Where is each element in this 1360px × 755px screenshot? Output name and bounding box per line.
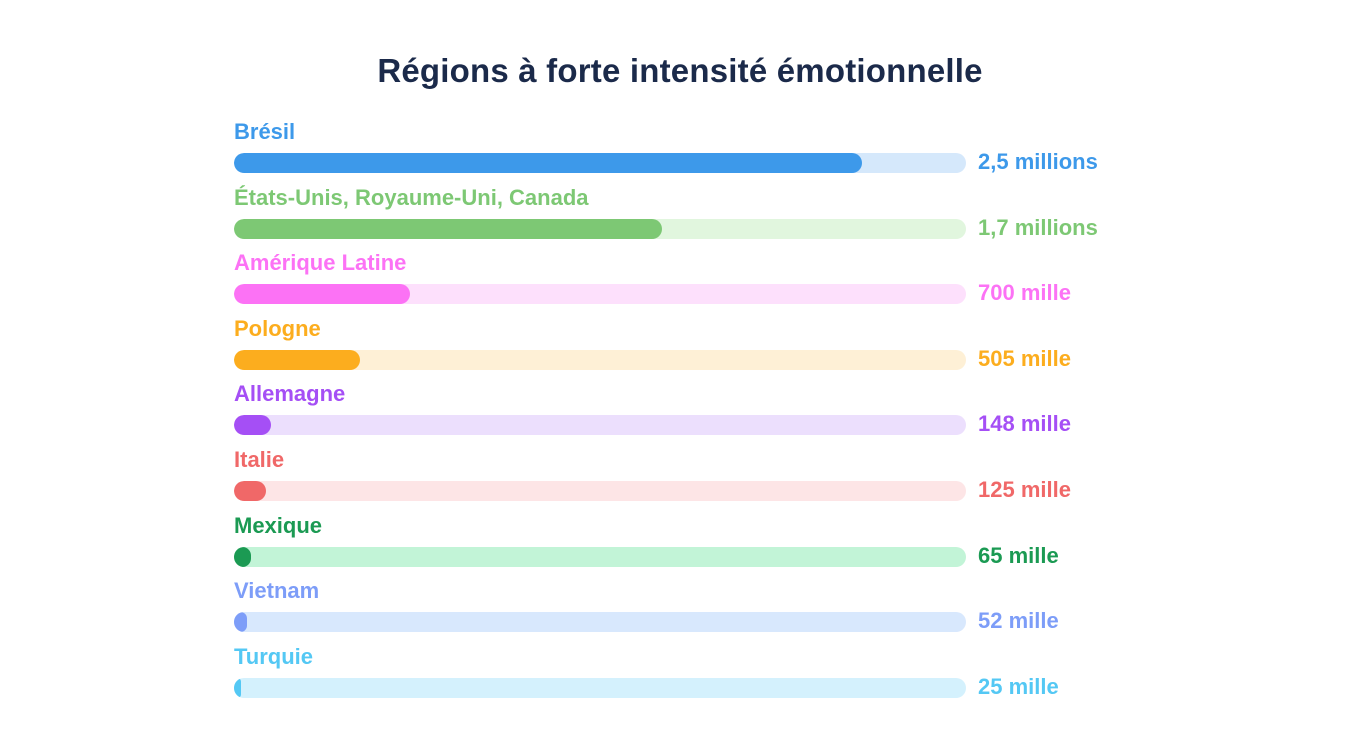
chart-title: Régions à forte intensité émotionnelle [377,52,983,89]
bar-fill [234,612,248,633]
bar-value: 1,7 millions [978,214,1098,240]
bar-fill [234,480,267,501]
bar-label: Allemagne [234,381,346,407]
bar-row-vietnam: Vietnam 52 mille [234,577,1154,643]
bar-fill [234,284,410,305]
bar-label: Turquie [234,643,314,669]
bar-label: Vietnam [234,578,320,604]
bar-track [234,153,966,173]
bar-track [234,415,966,436]
bar-row-mexique: Mexique 65 mille [234,512,1154,578]
bar-row-turquie: Turquie 25 mille [234,643,1154,709]
bar-label: Mexique [234,512,323,538]
bar-fill [234,153,863,173]
bar-row-italie: Italie 125 mille [234,446,1154,512]
bar-value: 65 mille [978,542,1059,568]
bar-fill [234,415,271,436]
bar-fill [234,677,242,698]
bar-chart: Brésil 2,5 millions États-Unis, Royaume-… [234,118,1154,708]
bar-track [234,546,966,567]
bar-row-pologne: Pologne 505 mille [234,315,1154,381]
bar-label: Amérique Latine [234,250,407,276]
bar-fill [234,218,663,239]
bar-row-bresil: Brésil 2,5 millions [234,118,1154,184]
bar-value: 125 mille [978,476,1071,502]
bar-track [234,349,966,370]
bar-track [234,480,966,501]
bar-label: Italie [234,446,285,472]
bar-row-amerique-latine: Amérique Latine 700 mille [234,249,1154,315]
bar-track [234,677,966,698]
bar-row-etats-unis: États-Unis, Royaume-Uni, Canada 1,7 mill… [234,184,1154,250]
bar-track [234,218,966,239]
bar-fill [234,349,360,370]
bar-track [234,284,966,305]
bar-fill [234,546,251,567]
bar-label: États-Unis, Royaume-Uni, Canada [234,184,589,210]
bar-row-allemagne: Allemagne 148 mille [234,380,1154,446]
bar-label: Brésil [234,119,296,144]
bar-value: 2,5 millions [978,149,1098,174]
bar-value: 700 mille [978,280,1071,306]
bar-track [234,612,966,633]
bar-value: 505 mille [978,345,1071,371]
bar-value: 148 mille [978,411,1071,437]
bar-value: 52 mille [978,608,1059,634]
bar-value: 25 mille [978,673,1059,699]
bar-label: Pologne [234,315,321,341]
